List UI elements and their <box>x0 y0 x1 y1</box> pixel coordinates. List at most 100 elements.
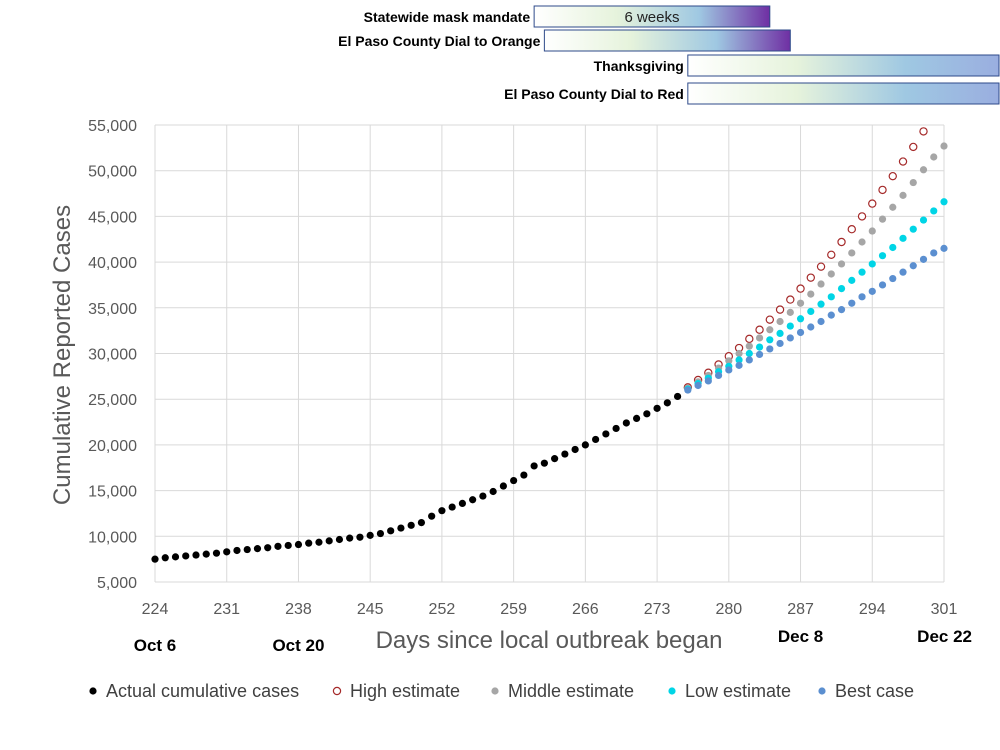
data-point <box>479 492 487 500</box>
date-annotation: Dec 22 <box>917 627 972 646</box>
data-point <box>755 334 764 342</box>
y-tick-label: 55,000 <box>88 118 137 135</box>
x-tick-label: 294 <box>859 601 886 618</box>
data-point <box>909 225 917 233</box>
data-point <box>387 527 395 535</box>
data-point <box>581 441 589 449</box>
data-point <box>264 544 272 552</box>
data-point <box>868 287 876 295</box>
y-tick-labels: 5,000 10,000 15,000 20,000 25,000 30,000 35,00… <box>88 118 137 592</box>
data-point <box>919 127 928 136</box>
data-point <box>940 142 948 150</box>
data-point <box>940 198 948 206</box>
data-point <box>786 334 794 342</box>
legend: Actual cumulative cases High estimate Midd… <box>89 681 914 701</box>
legend-label: Low estimate <box>685 681 791 701</box>
event-label: El Paso County Dial to Red <box>504 86 684 102</box>
data-point <box>755 325 764 334</box>
data-point <box>796 299 805 307</box>
data-point <box>827 311 835 319</box>
data-point <box>899 234 907 242</box>
data-point <box>848 276 856 284</box>
data-point <box>909 262 917 270</box>
data-point <box>540 459 548 467</box>
data-point <box>684 386 692 394</box>
data-point <box>899 191 907 199</box>
data-points <box>151 127 948 563</box>
data-point <box>919 166 928 174</box>
data-point <box>745 349 753 358</box>
y-tick-label: 15,000 <box>88 484 137 501</box>
event-bar-rect <box>687 82 1000 105</box>
legend-marker <box>89 687 97 695</box>
data-point <box>776 317 784 326</box>
data-point <box>776 339 784 348</box>
data-point <box>346 534 354 542</box>
data-point <box>438 507 446 515</box>
x-tick-label: 301 <box>931 601 958 618</box>
data-point <box>161 554 169 562</box>
data-point <box>878 281 887 289</box>
event-bar: Thanksgiving <box>594 54 1000 77</box>
data-point <box>704 377 712 385</box>
data-point <box>919 216 928 224</box>
data-point <box>858 293 866 301</box>
data-point <box>469 496 477 504</box>
y-tick-label: 10,000 <box>88 529 137 546</box>
event-note: 6 weeks <box>624 9 679 26</box>
y-tick-label: 20,000 <box>88 438 137 455</box>
data-point <box>858 268 866 276</box>
y-tick-label: 40,000 <box>88 255 137 272</box>
series-high-estimate <box>683 127 928 392</box>
event-bar-rect <box>543 29 791 52</box>
data-point <box>766 326 774 334</box>
data-point <box>305 539 313 547</box>
data-point <box>745 356 753 364</box>
data-point <box>868 260 876 268</box>
event-label: Thanksgiving <box>594 58 684 74</box>
data-point <box>694 381 702 390</box>
data-point <box>868 227 876 235</box>
data-point <box>796 328 805 337</box>
event-timeline: Statewide mask mandate 6 weeks El Paso Cou… <box>338 5 1000 105</box>
data-point <box>499 482 507 490</box>
x-tick-label: 238 <box>285 601 312 618</box>
y-tick-label: 30,000 <box>88 347 137 364</box>
y-tick-label: 25,000 <box>88 392 137 409</box>
data-point <box>786 322 794 330</box>
data-point <box>428 512 436 520</box>
data-point <box>940 244 948 252</box>
data-point <box>919 255 928 263</box>
data-point <box>755 343 764 351</box>
data-point <box>909 142 918 152</box>
x-tick-label: 245 <box>357 601 384 618</box>
data-point <box>898 157 908 166</box>
event-bar-rect <box>533 5 771 28</box>
data-point <box>448 503 456 511</box>
y-tick-label: 5,000 <box>97 575 137 592</box>
data-point <box>551 455 559 463</box>
data-point <box>182 552 190 560</box>
data-point <box>530 462 538 470</box>
data-point <box>889 203 897 211</box>
data-point <box>223 548 231 556</box>
legend-item: Actual cumulative cases <box>89 681 299 701</box>
data-point <box>868 199 877 208</box>
data-point <box>735 361 743 369</box>
data-point <box>857 212 867 221</box>
data-point <box>274 542 282 550</box>
legend-label: High estimate <box>350 681 460 701</box>
y-tick-label: 45,000 <box>88 209 137 226</box>
x-axis-title: Days since local outbreak began <box>376 627 723 654</box>
data-point <box>458 499 467 507</box>
data-point <box>930 249 938 257</box>
data-point <box>837 237 846 247</box>
data-point <box>735 356 743 364</box>
data-point <box>315 538 323 546</box>
data-point <box>807 290 815 298</box>
legend-label: Middle estimate <box>508 681 634 701</box>
data-point <box>930 207 938 215</box>
data-point <box>766 336 774 344</box>
event-label: Statewide mask mandate <box>364 9 531 25</box>
x-tick-label: 224 <box>142 601 169 618</box>
